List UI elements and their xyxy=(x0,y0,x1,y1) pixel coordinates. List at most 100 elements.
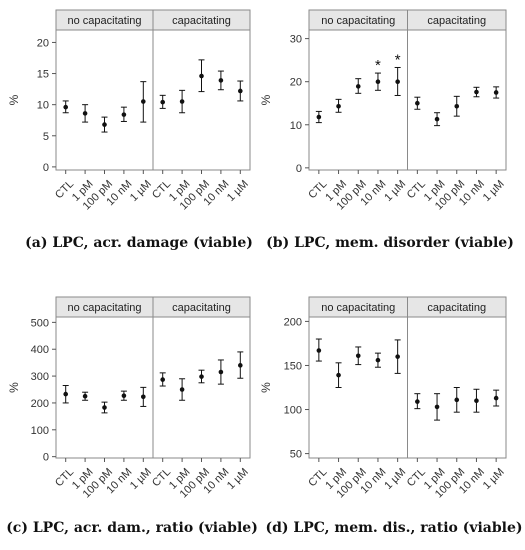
x-tick-label: 1 µM xyxy=(382,466,408,492)
data-point xyxy=(415,100,420,106)
significance-star: * xyxy=(395,51,401,68)
chart-caption: (b) LPC, mem. disorder (viable) xyxy=(266,235,514,251)
y-tick-label: 0 xyxy=(43,162,49,174)
y-tick-label: 300 xyxy=(31,371,49,383)
y-tick-label: 30 xyxy=(290,34,302,46)
data-point xyxy=(179,99,185,104)
data-point xyxy=(316,348,322,353)
data-point xyxy=(102,122,107,127)
y-tick-label: 20 xyxy=(37,37,49,49)
x-tick-label: 1 µM xyxy=(481,178,507,204)
data-point xyxy=(160,99,165,105)
y-tick-label: 10 xyxy=(37,100,49,112)
data-point xyxy=(434,404,440,410)
significance-star: * xyxy=(375,57,381,74)
data-point xyxy=(375,357,381,363)
y-tick-label: 500 xyxy=(31,317,49,329)
data-point xyxy=(415,399,420,404)
data-point xyxy=(395,79,400,84)
chart-caption: (c) LPC, acr. dam., ratio (viable) xyxy=(6,520,258,536)
data-point xyxy=(141,394,146,400)
y-tick-label: 400 xyxy=(31,344,49,356)
data-point xyxy=(474,89,479,95)
y-tick-label: 200 xyxy=(31,398,49,410)
data-point xyxy=(121,112,127,117)
data-point xyxy=(474,398,479,404)
panel-area xyxy=(308,316,408,459)
x-tick-label: 1 µM xyxy=(382,178,408,204)
panel-area xyxy=(55,29,154,171)
data-point xyxy=(493,395,499,401)
x-tick-label: 1 µM xyxy=(481,466,507,492)
data-point xyxy=(238,88,243,94)
data-point xyxy=(355,353,361,359)
data-point xyxy=(179,387,185,392)
data-point xyxy=(160,377,165,382)
data-point xyxy=(82,111,88,116)
data-point xyxy=(355,84,361,89)
panel-label: no capacitating xyxy=(68,302,142,314)
x-tick-label: 1 µM xyxy=(128,178,154,204)
data-point xyxy=(141,99,146,104)
panel-area xyxy=(152,316,251,459)
panel-label: capacitating xyxy=(427,302,486,314)
y-tick-label: 10 xyxy=(290,120,302,132)
y-tick-label: 20 xyxy=(290,77,302,89)
x-tick-label: 1 µM xyxy=(225,178,251,204)
y-tick-label: 0 xyxy=(43,452,49,464)
data-point xyxy=(434,116,440,122)
panel-area xyxy=(308,29,408,171)
panel-label: no capacitating xyxy=(321,302,395,314)
data-point xyxy=(336,372,341,378)
data-point xyxy=(218,78,224,83)
data-point xyxy=(375,79,381,84)
y-axis-label: % xyxy=(7,382,21,393)
data-point xyxy=(493,90,499,95)
y-tick-label: 100 xyxy=(31,425,49,437)
y-tick-label: 200 xyxy=(284,316,302,328)
data-point xyxy=(199,374,204,379)
y-axis-label: % xyxy=(7,94,21,105)
y-axis-label: % xyxy=(259,382,273,393)
y-tick-label: 0 xyxy=(296,163,302,175)
data-point xyxy=(218,369,224,375)
y-tick-label: 50 xyxy=(290,449,302,461)
panel-area xyxy=(152,29,251,171)
data-point xyxy=(199,73,204,79)
y-tick-label: 15 xyxy=(37,69,49,81)
x-tick-label: 1 µM xyxy=(128,466,154,492)
data-point xyxy=(102,405,107,410)
y-axis-label: % xyxy=(259,94,273,105)
data-point xyxy=(336,103,341,109)
data-point xyxy=(395,354,400,359)
data-point xyxy=(316,114,322,120)
data-point xyxy=(82,393,88,399)
chart-caption: (d) LPC, mem. dis., ratio (viable) xyxy=(265,520,522,536)
data-point xyxy=(121,393,127,398)
panel-label: no capacitating xyxy=(321,15,395,27)
x-tick-label: 1 µM xyxy=(225,466,251,492)
y-tick-label: 100 xyxy=(284,405,302,417)
panel-label: capacitating xyxy=(427,15,486,27)
y-tick-label: 5 xyxy=(43,131,49,143)
panel-area xyxy=(55,316,154,459)
data-point xyxy=(63,104,68,110)
data-point xyxy=(454,397,460,403)
panel-label: capacitating xyxy=(172,302,231,314)
data-point xyxy=(63,391,68,397)
panel-label: no capacitating xyxy=(68,15,142,27)
y-tick-label: 150 xyxy=(284,360,302,372)
